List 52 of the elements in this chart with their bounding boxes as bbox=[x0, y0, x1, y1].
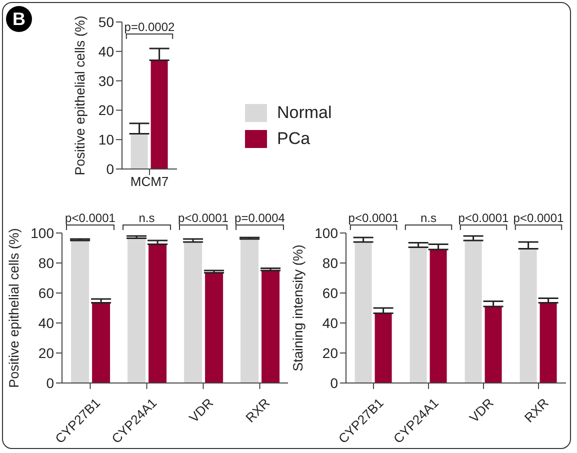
y-axis-title: Positive epithelial cells (%) bbox=[6, 228, 22, 388]
bar bbox=[520, 248, 537, 383]
y-tick-label: 60 bbox=[38, 284, 54, 301]
bar bbox=[240, 239, 259, 383]
y-tick-label: 0 bbox=[46, 374, 54, 391]
bar bbox=[374, 313, 392, 383]
y-tick-label: 40 bbox=[322, 314, 338, 331]
y-tick-label: 40 bbox=[38, 314, 54, 331]
y-tick-label: 30 bbox=[98, 72, 114, 89]
bar bbox=[410, 247, 427, 383]
bar bbox=[354, 242, 372, 383]
y-tick-label: 100 bbox=[314, 224, 338, 241]
text: B bbox=[6, 6, 32, 32]
text: n.s bbox=[138, 211, 155, 225]
bar bbox=[92, 302, 110, 383]
y-tick-label: 20 bbox=[98, 102, 114, 118]
y-tick-label: 0 bbox=[106, 160, 114, 177]
text: n.s bbox=[420, 211, 437, 225]
bar bbox=[484, 306, 502, 383]
y-tick-label: 20 bbox=[322, 344, 338, 361]
x-tick-label: VDR bbox=[186, 395, 216, 426]
legend-label: PCa bbox=[277, 129, 310, 149]
y-tick-label: 80 bbox=[322, 254, 338, 271]
bar bbox=[205, 272, 224, 383]
text: p<0.0001 bbox=[348, 211, 400, 225]
x-tick-label: VDR bbox=[466, 395, 496, 426]
y-tick-label: 20 bbox=[38, 344, 54, 361]
y-axis-title: Positive epithelial cells (%) bbox=[72, 16, 88, 176]
bar bbox=[148, 244, 167, 383]
y-axis-title: Staining intensity (%) bbox=[290, 244, 306, 372]
bar bbox=[540, 302, 557, 383]
y-tick-label: 10 bbox=[98, 132, 114, 148]
bar bbox=[464, 240, 482, 383]
legend-label: Normal bbox=[277, 103, 332, 123]
text: p=0.0004 bbox=[234, 211, 286, 225]
y-tick-label: 100 bbox=[30, 224, 54, 241]
y-tick-label: 50 bbox=[98, 14, 114, 30]
text: p<0.0001 bbox=[178, 211, 229, 225]
y-tick-label: 80 bbox=[38, 254, 54, 271]
y-tick-label: 0 bbox=[330, 374, 338, 391]
text: p<0.0001 bbox=[65, 211, 116, 225]
bar bbox=[71, 240, 90, 383]
bar bbox=[184, 242, 202, 383]
bar bbox=[262, 270, 280, 383]
bar bbox=[430, 250, 447, 383]
bar bbox=[128, 238, 146, 383]
x-tick-label: MCM7 bbox=[130, 174, 169, 190]
y-tick-label: 40 bbox=[98, 43, 114, 60]
y-tick-label: 60 bbox=[322, 284, 338, 301]
text: p<0.0001 bbox=[458, 211, 510, 225]
annotation: p=0.0002 bbox=[124, 20, 176, 34]
text: p<0.0001 bbox=[513, 211, 564, 225]
